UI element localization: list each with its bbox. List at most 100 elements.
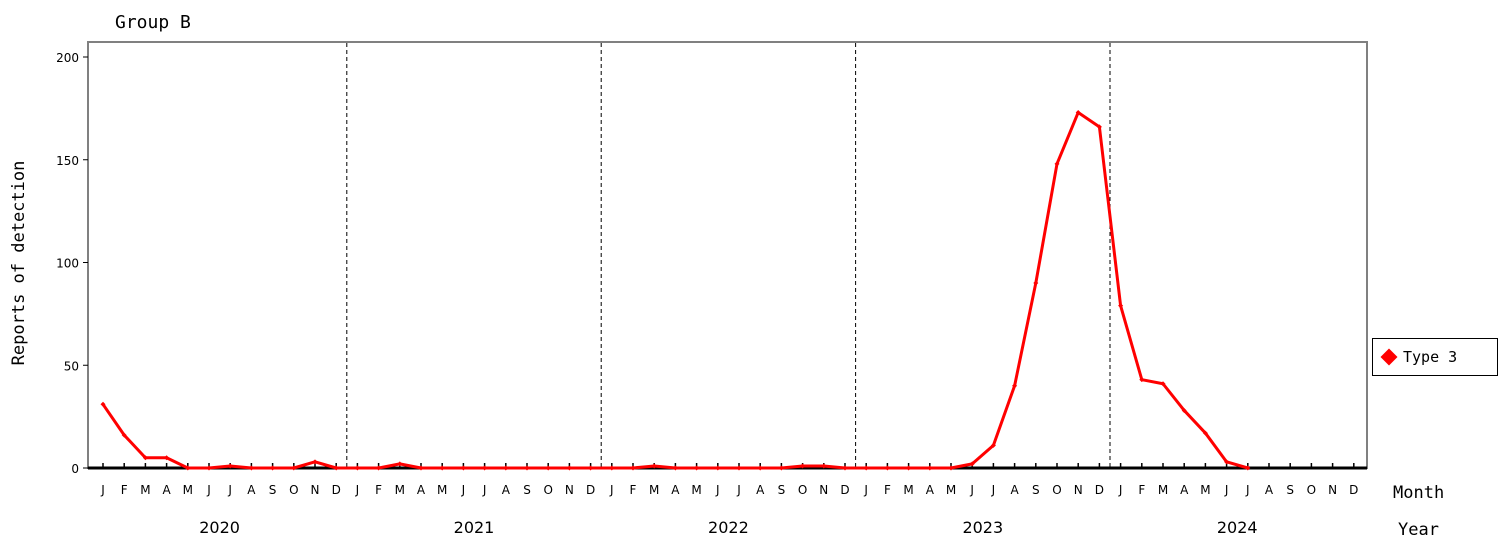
data-point <box>757 465 763 471</box>
data-point <box>800 463 806 469</box>
data-point <box>821 463 827 469</box>
month-label: A <box>926 483 935 497</box>
y-tick-label: 0 <box>71 462 79 476</box>
month-label: F <box>1138 483 1145 497</box>
month-label: J <box>1245 483 1250 497</box>
month-label: A <box>756 483 765 497</box>
month-label: O <box>798 483 807 497</box>
data-point <box>439 465 445 471</box>
data-point <box>1245 465 1251 471</box>
series-type-3 <box>100 109 1251 471</box>
month-label: A <box>247 483 256 497</box>
month-label: D <box>586 483 595 497</box>
month-label: M <box>903 483 913 497</box>
data-point <box>1075 109 1081 115</box>
month-label: A <box>1010 483 1019 497</box>
month-label: D <box>332 483 341 497</box>
data-point <box>100 401 106 407</box>
data-point <box>227 463 233 469</box>
legend-label: Type 3 <box>1403 348 1458 366</box>
data-point <box>672 465 678 471</box>
data-point <box>333 465 339 471</box>
month-label: O <box>1307 483 1316 497</box>
month-label: S <box>523 483 531 497</box>
data-point <box>1202 430 1208 436</box>
data-point <box>1181 407 1187 413</box>
month-label: M <box>437 483 447 497</box>
year-label: 2020 <box>199 518 240 537</box>
month-label: F <box>121 483 128 497</box>
data-point <box>651 463 657 469</box>
month-label: J <box>227 483 232 497</box>
data-point <box>715 465 721 471</box>
year-separators <box>346 43 1111 468</box>
month-label: N <box>1074 483 1083 497</box>
data-point <box>482 465 488 471</box>
month-label: J <box>609 483 614 497</box>
month-label: A <box>1265 483 1274 497</box>
y-tick-label: 100 <box>56 257 79 271</box>
data-point <box>248 465 254 471</box>
data-point <box>291 465 297 471</box>
year-label: 2023 <box>962 518 1003 537</box>
month-label: M <box>1158 483 1168 497</box>
data-point <box>736 465 742 471</box>
month-label: D <box>1095 483 1104 497</box>
data-point <box>566 465 572 471</box>
data-point <box>270 465 276 471</box>
month-label: F <box>884 483 891 497</box>
chart-title: Group B <box>115 12 191 33</box>
year-label: 2022 <box>708 518 749 537</box>
month-label: J <box>206 483 211 497</box>
data-point <box>778 465 784 471</box>
month-label: O <box>1052 483 1061 497</box>
data-point <box>927 465 933 471</box>
data-point <box>1224 459 1230 465</box>
month-label: M <box>691 483 701 497</box>
data-point <box>185 465 191 471</box>
data-point <box>1160 381 1166 387</box>
month-label: A <box>417 483 426 497</box>
data-point <box>1139 377 1145 383</box>
month-label: N <box>819 483 828 497</box>
legend: Type 3 <box>1372 338 1498 376</box>
year-label: 2021 <box>454 518 495 537</box>
month-label: S <box>1286 483 1294 497</box>
month-label: M <box>1200 483 1210 497</box>
data-point <box>884 465 890 471</box>
data-point <box>397 461 403 467</box>
month-label: S <box>269 483 277 497</box>
month-label: J <box>863 483 868 497</box>
month-label: J <box>100 483 105 497</box>
month-label: S <box>1032 483 1040 497</box>
month-label: M <box>183 483 193 497</box>
data-point <box>863 465 869 471</box>
data-point <box>990 442 996 448</box>
month-label: D <box>1349 483 1358 497</box>
y-tick-label: 150 <box>56 154 79 168</box>
month-label: J <box>991 483 996 497</box>
legend-diamond-icon <box>1380 348 1398 366</box>
month-label: D <box>840 483 849 497</box>
month-label: M <box>946 483 956 497</box>
x-axis-month-title: Month <box>1393 483 1444 503</box>
month-label: O <box>543 483 552 497</box>
month-label: J <box>355 483 360 497</box>
y-tick-label: 50 <box>64 359 79 373</box>
data-point <box>312 459 318 465</box>
data-point <box>164 455 170 461</box>
data-point <box>694 465 700 471</box>
data-point <box>1033 280 1039 286</box>
data-point <box>206 465 212 471</box>
month-label: A <box>502 483 511 497</box>
month-label: M <box>649 483 659 497</box>
series-line <box>101 110 1249 470</box>
x-axis-year-title: Year <box>1398 520 1439 540</box>
data-point <box>503 465 509 471</box>
data-point <box>545 465 551 471</box>
data-point <box>460 465 466 471</box>
data-point <box>142 455 148 461</box>
data-point <box>948 465 954 471</box>
